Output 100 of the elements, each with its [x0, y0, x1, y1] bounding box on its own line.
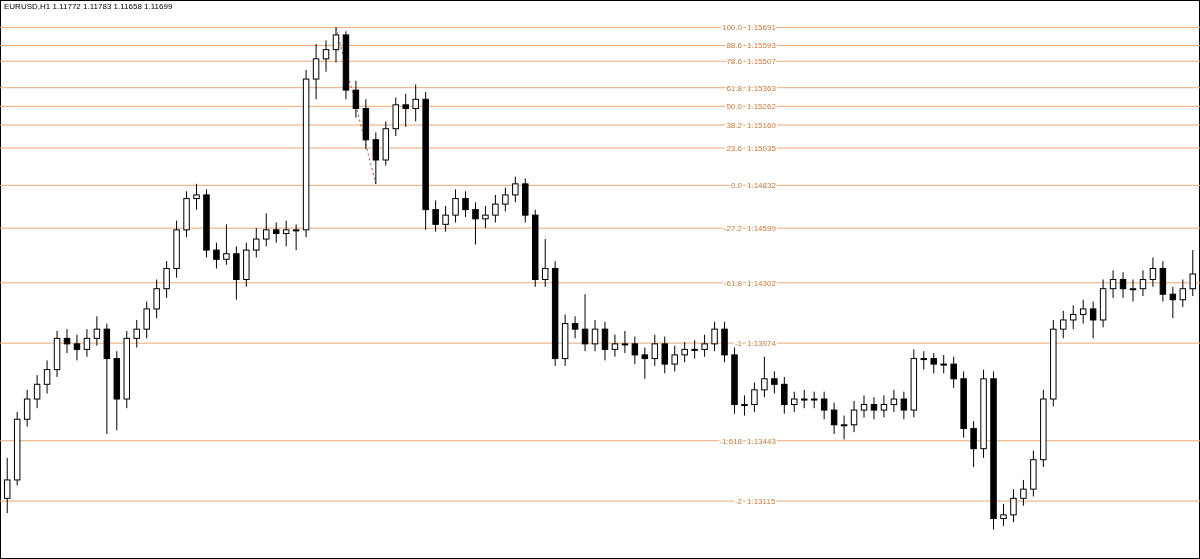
annotation: 38.2	[726, 121, 743, 131]
candlestick	[820, 391, 828, 420]
annotation: -2	[734, 497, 743, 507]
candlestick	[163, 260, 170, 299]
y-tick-label: 1.15507	[747, 57, 777, 67]
candlestick	[492, 194, 499, 223]
candlestick	[93, 315, 101, 347]
candlestick	[1000, 503, 1007, 527]
candlestick	[701, 334, 708, 358]
candlestick	[890, 389, 898, 413]
candlestick	[800, 389, 808, 409]
candlestick	[1189, 249, 1197, 297]
candlestick	[671, 345, 678, 372]
candlestick	[253, 227, 260, 258]
candlestick	[900, 391, 908, 420]
y-tick-label: 1.13115	[747, 497, 776, 507]
candlestick	[741, 394, 748, 417]
annotation: 23.6	[726, 144, 743, 154]
y-tick-label: 1.14832	[747, 181, 777, 191]
candlestick	[352, 80, 360, 119]
y-tick-label: 1.14599	[747, 224, 777, 234]
y-tick-label: 1.15160	[747, 121, 777, 131]
candlestick	[512, 176, 519, 203]
candlestick	[1119, 271, 1127, 299]
annotation: 0.0	[730, 181, 743, 191]
candlestick	[591, 319, 599, 352]
candlestick	[462, 190, 469, 218]
annotation: -1.618	[719, 436, 743, 446]
candlestick	[3, 457, 11, 514]
candlestick	[840, 415, 848, 440]
candlestick	[213, 242, 220, 269]
candlestick	[1089, 301, 1097, 339]
candlestick	[940, 354, 947, 374]
candlestick	[1129, 279, 1137, 303]
annotation: -27.2	[723, 224, 743, 234]
candlestick	[263, 212, 270, 247]
candlestick	[372, 131, 380, 185]
candlestick	[970, 420, 977, 468]
candlestick	[272, 222, 280, 244]
candlestick	[1079, 299, 1087, 325]
candlestick	[870, 396, 878, 420]
candlestick	[332, 27, 340, 64]
candlestick	[502, 187, 509, 212]
candlestick	[472, 201, 479, 246]
candlestick	[880, 394, 888, 418]
candlestick	[651, 334, 659, 367]
candlestick	[402, 93, 409, 128]
candlestick	[1010, 488, 1017, 523]
candlestick	[751, 381, 758, 413]
candlestick	[1169, 286, 1177, 319]
candlestick	[661, 336, 668, 374]
candlestick	[482, 205, 489, 229]
candlestick	[292, 223, 300, 251]
candlestick	[392, 96, 400, 137]
annotation: -61.8	[723, 278, 743, 288]
annotation: 78.6	[726, 57, 743, 67]
candlestick	[442, 205, 449, 233]
candlestick	[571, 315, 579, 339]
candlestick	[73, 334, 81, 361]
annotation: 61.8	[726, 83, 743, 93]
candlestick	[43, 359, 51, 395]
candlestick	[830, 402, 838, 435]
annotation: 50.0	[726, 102, 743, 112]
candlestick	[1069, 304, 1077, 330]
candlestick	[1139, 269, 1147, 297]
candlestick	[641, 347, 649, 380]
candlestick	[143, 301, 150, 339]
candlestick	[223, 223, 230, 266]
candlestick	[63, 328, 71, 354]
candlestick	[611, 334, 619, 358]
candlestick	[153, 279, 160, 319]
candlestick	[950, 356, 957, 389]
candlestick	[930, 352, 937, 374]
candlestick	[312, 43, 320, 100]
candlestick	[781, 376, 788, 415]
candlestick	[133, 319, 140, 349]
candlestick	[33, 374, 41, 409]
candlestick	[1060, 310, 1067, 339]
candlestick	[850, 400, 858, 433]
candlestick	[541, 238, 549, 288]
y-tick-label: 1.13443	[747, 436, 777, 446]
candlestick	[681, 341, 688, 363]
chart-title: EURUSD,H1 1.11772 1.11783 1.11658 1.11699	[4, 2, 173, 11]
candlestick	[412, 84, 419, 122]
candlestick	[23, 389, 31, 428]
candlestick	[860, 394, 868, 418]
y-tick-label: 1.15035	[747, 144, 777, 154]
candlestick	[791, 391, 798, 413]
y-tick-label: 1.13974	[747, 339, 777, 349]
candlestick	[711, 321, 718, 352]
candlestick	[1149, 256, 1157, 288]
candlestick	[1179, 279, 1187, 308]
candlestick	[761, 356, 768, 398]
annotation: -1	[734, 339, 743, 349]
candlestick	[452, 188, 459, 223]
y-tick-label: 1.15363	[747, 83, 777, 93]
candlestick	[621, 330, 629, 354]
candlestick	[322, 39, 330, 73]
candlestick	[771, 370, 778, 395]
candlestick	[432, 199, 439, 233]
